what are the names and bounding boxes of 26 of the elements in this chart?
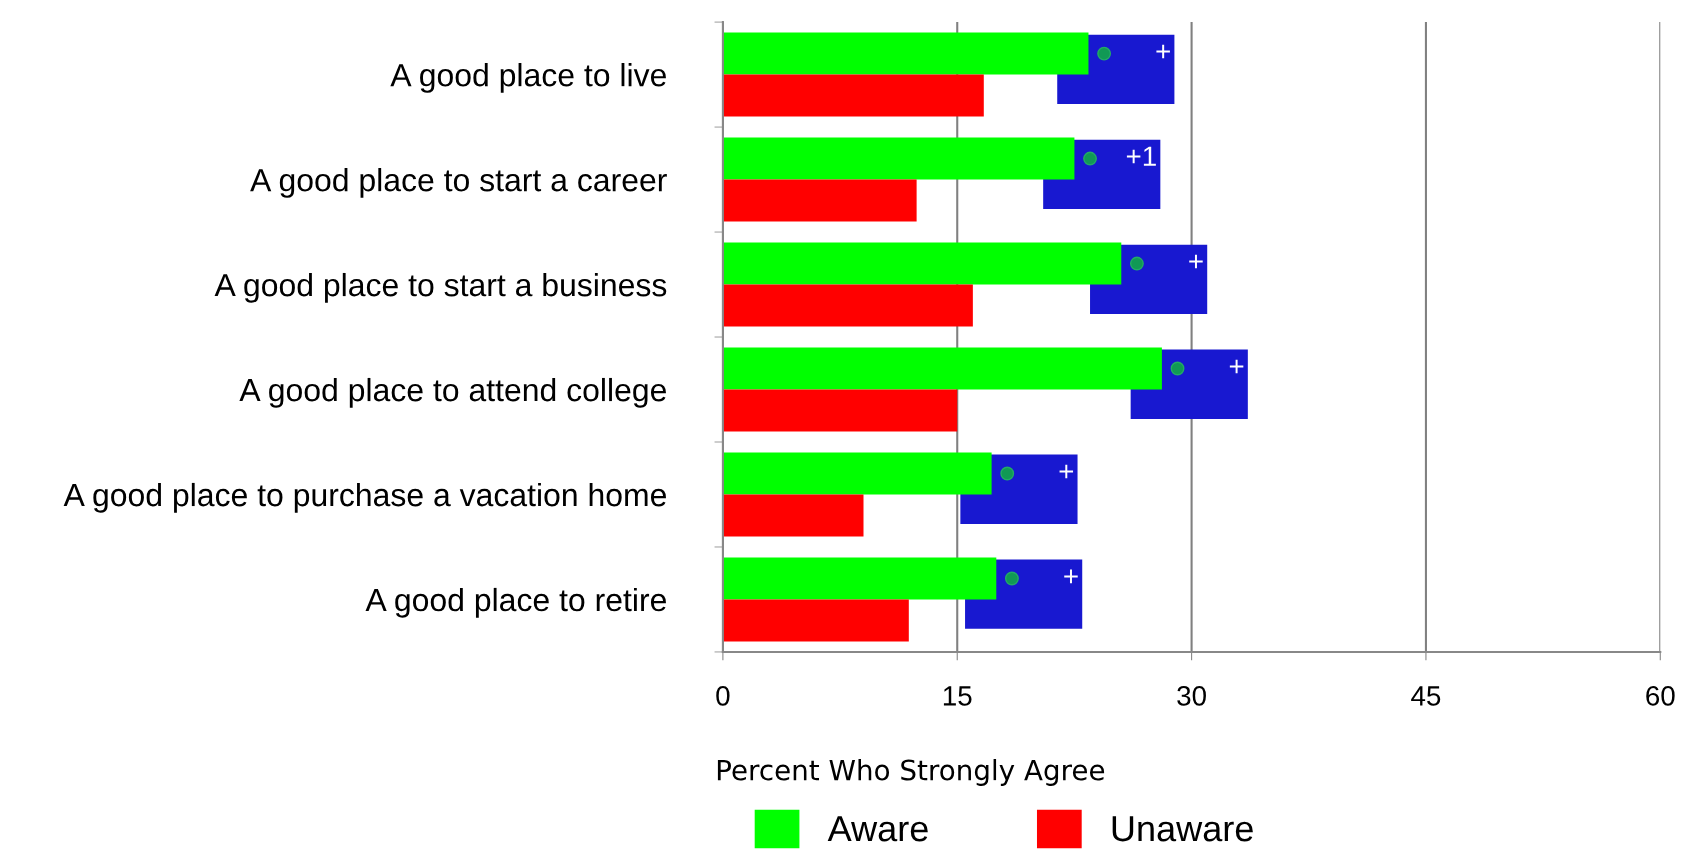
x-tick-label: 30	[1177, 686, 1206, 706]
bar	[722, 494, 864, 537]
x-tick-label: 15	[943, 686, 972, 706]
bar	[722, 74, 984, 117]
bar	[722, 599, 909, 642]
bar	[722, 179, 917, 222]
bar	[722, 389, 958, 432]
y-tick-label: A good place to attend college	[239, 377, 666, 408]
annotation: +	[1156, 44, 1170, 59]
annotation: +	[1059, 464, 1074, 479]
annotation: +	[1229, 359, 1244, 374]
x-axis-title: Percent Who Strongly Agree	[717, 759, 1105, 786]
annotation: +1	[1126, 146, 1156, 166]
x-tick-label: 60	[1646, 686, 1675, 706]
y-tick-label: A good place to purchase a vacation home	[63, 482, 666, 513]
x-tick-label: 45	[1411, 686, 1441, 706]
legend-label: Aware	[827, 816, 928, 842]
x-tick-label: 0	[716, 686, 730, 706]
annotation: +	[1064, 569, 1078, 584]
y-tick-label: A good place to live	[390, 63, 666, 93]
annotation: +	[1189, 254, 1203, 269]
y-tick-label: A good place to start a business	[214, 272, 667, 303]
legend-label: Unaware	[1112, 816, 1253, 842]
y-tick-label: A good place to start a career	[250, 167, 667, 198]
bar	[722, 284, 973, 327]
y-tick-label: A good place to retire	[365, 587, 666, 618]
